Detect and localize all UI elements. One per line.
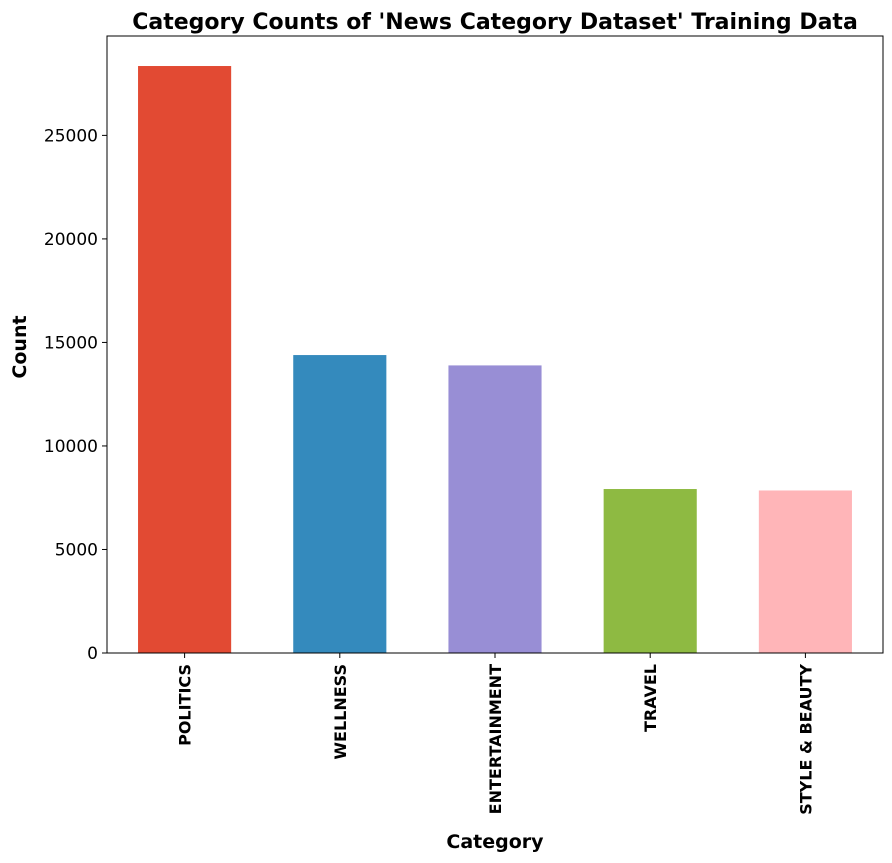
x-tick-label-travel: TRAVEL: [641, 664, 660, 732]
y-axis: 0 5000 10000 15000 20000 25000: [44, 126, 107, 664]
y-tick-label-25000: 25000: [44, 126, 98, 146]
bar-style-and-beauty: [758, 490, 852, 653]
bar-entertainment: [448, 365, 542, 653]
bar-travel: [603, 489, 697, 653]
x-axis: POLITICS WELLNESS ENTERTAINMENT TRAVEL STYLE…: [176, 653, 815, 815]
y-tick-label-0: 0: [87, 644, 98, 664]
chart-title: Category Counts of 'News Category Datase…: [132, 10, 858, 35]
bar-wellness: [293, 355, 387, 653]
bar-politics: [138, 66, 232, 653]
x-tick-label-entertainment: ENTERTAINMENT: [486, 664, 505, 814]
y-tick-label-20000: 20000: [44, 230, 98, 250]
y-axis-label: Count: [9, 315, 31, 378]
y-tick-label-5000: 5000: [55, 540, 98, 560]
x-tick-label-politics: POLITICS: [176, 664, 195, 746]
bars-group: [138, 66, 852, 653]
x-tick-label-wellness: WELLNESS: [331, 664, 350, 760]
x-tick-label-style-and-beauty: STYLE & BEAUTY: [796, 664, 815, 815]
x-axis-label: Category: [446, 831, 544, 853]
y-tick-label-10000: 10000: [44, 437, 98, 457]
y-tick-label-15000: 15000: [44, 333, 98, 353]
